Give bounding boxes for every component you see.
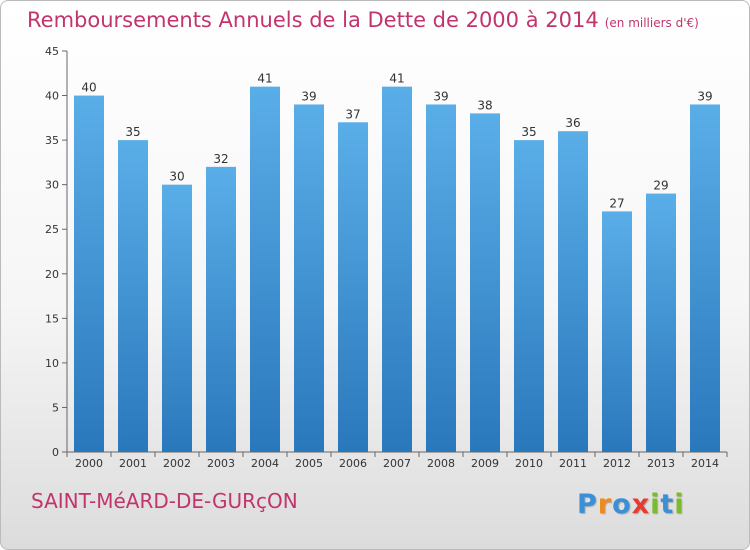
- x-tick-label: 2002: [163, 457, 191, 470]
- bar: [74, 95, 104, 453]
- brand-letter: t: [660, 489, 675, 520]
- x-tick-label: 2008: [427, 457, 455, 470]
- data-label: 41: [389, 72, 404, 86]
- data-label: 37: [345, 107, 360, 121]
- x-tick-label: 2007: [383, 457, 411, 470]
- bar: [294, 104, 324, 452]
- brand-letter: x: [631, 489, 651, 520]
- brand-letter: i: [674, 489, 685, 520]
- data-label: 35: [521, 125, 536, 139]
- bar: [426, 104, 456, 452]
- data-label: 40: [81, 81, 96, 95]
- axis-layer: [62, 50, 728, 457]
- chart-unit: (en milliers d'€): [604, 16, 699, 30]
- x-tick-label: 2010: [515, 457, 543, 470]
- x-tick-label: 2000: [75, 457, 103, 470]
- bar: [558, 131, 588, 452]
- brand-letter: o: [612, 489, 632, 520]
- bars-layer: [74, 86, 720, 453]
- x-tick-label: 2011: [559, 457, 587, 470]
- y-tick-label: 15: [45, 312, 59, 325]
- data-label: 29: [653, 179, 668, 193]
- data-label: 41: [257, 72, 272, 86]
- data-label: 39: [433, 89, 448, 103]
- x-tick-label: 2009: [471, 457, 499, 470]
- y-tick-label: 35: [45, 134, 59, 147]
- chart-title: Remboursements Annuels de la Dette de 20…: [27, 8, 699, 32]
- x-tick-label: 2004: [251, 457, 279, 470]
- y-tick-label: 40: [45, 90, 59, 103]
- brand-letter: r: [597, 489, 613, 520]
- brand-letter: P: [577, 489, 598, 520]
- x-tick-label: 2003: [207, 457, 235, 470]
- x-tick-label: 2005: [295, 457, 323, 470]
- y-tick-label: 25: [45, 223, 59, 236]
- bar: [118, 140, 148, 452]
- x-tick-label: 2014: [691, 457, 719, 470]
- y-tick-label: 45: [45, 45, 59, 58]
- bar: [206, 166, 236, 452]
- x-tick-label: 2012: [603, 457, 631, 470]
- y-tick-label: 20: [45, 268, 59, 281]
- bar: [470, 113, 500, 452]
- chart-title-text: Remboursements Annuels de la Dette de 20…: [27, 8, 599, 32]
- bar: [514, 140, 544, 452]
- data-label: 35: [125, 125, 140, 139]
- y-tick-label: 10: [45, 357, 59, 370]
- data-label: 39: [697, 89, 712, 103]
- y-tick-label: 30: [45, 179, 59, 192]
- x-tick-label: 2013: [647, 457, 675, 470]
- bar: [646, 193, 676, 453]
- labels-layer: 0 5 10 15 20 25 30 35 40 45 40 2000 35 2001 30 2002 32 20…: [45, 45, 719, 470]
- bar: [602, 211, 632, 452]
- bar: [250, 86, 280, 453]
- y-tick-label: 0: [52, 446, 59, 459]
- bar-chart: 0 5 10 15 20 25 30 35 40 45 40 2000 35 2001 30 2002 32 20…: [45, 45, 728, 470]
- bar: [162, 184, 192, 452]
- data-label: 30: [169, 170, 184, 184]
- commune-name: SAINT-MéARD-DE-GURçON: [31, 489, 298, 513]
- brand-logo: Proxiti: [577, 489, 685, 520]
- data-label: 39: [301, 89, 316, 103]
- bar: [690, 104, 720, 452]
- brand-letter: i: [650, 489, 661, 520]
- bar: [382, 86, 412, 453]
- data-label: 27: [609, 196, 624, 210]
- data-label: 36: [565, 116, 580, 130]
- bar: [338, 122, 368, 453]
- data-label: 32: [213, 152, 228, 166]
- x-tick-label: 2006: [339, 457, 367, 470]
- data-label: 38: [477, 98, 492, 112]
- x-tick-label: 2001: [119, 457, 147, 470]
- y-tick-label: 5: [52, 401, 59, 414]
